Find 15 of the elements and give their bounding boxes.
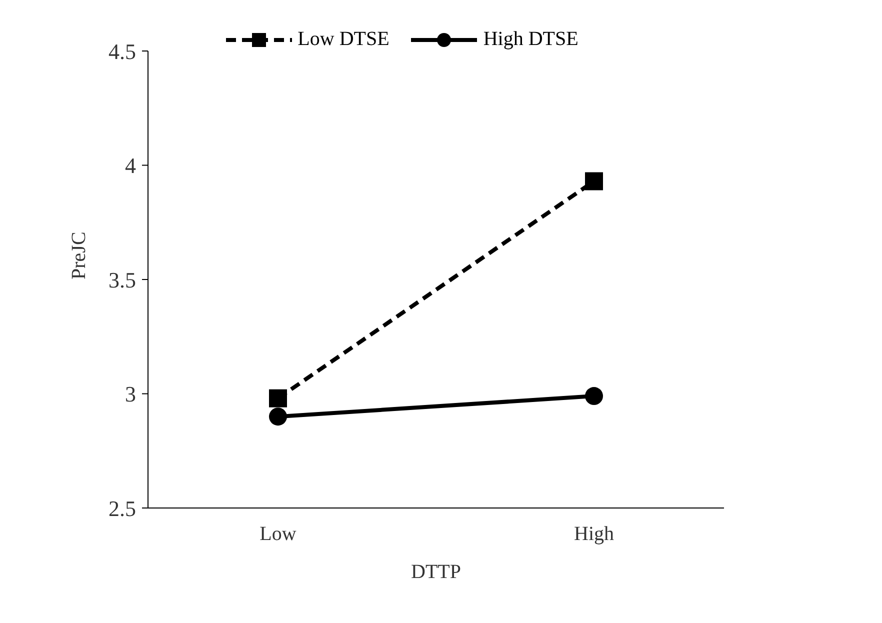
y-tick-label: 3.5 [108, 267, 136, 292]
x-tick-label: Low [260, 523, 297, 546]
legend-label: Low DTSE [298, 28, 390, 51]
y-tick-label: 3 [125, 382, 136, 407]
legend-label: High DTSE [483, 28, 578, 51]
point [585, 172, 603, 190]
x-tick-label: High [574, 523, 614, 546]
point [585, 387, 603, 406]
y-tick-label: 4.5 [108, 38, 136, 64]
point [269, 408, 287, 426]
point [269, 389, 287, 408]
y-tick-label: 2.5 [108, 496, 136, 521]
x-axis-title: DTTP [411, 561, 461, 583]
y-axis-title: PreJC [68, 232, 90, 280]
y-tick-label: 4 [125, 153, 136, 178]
